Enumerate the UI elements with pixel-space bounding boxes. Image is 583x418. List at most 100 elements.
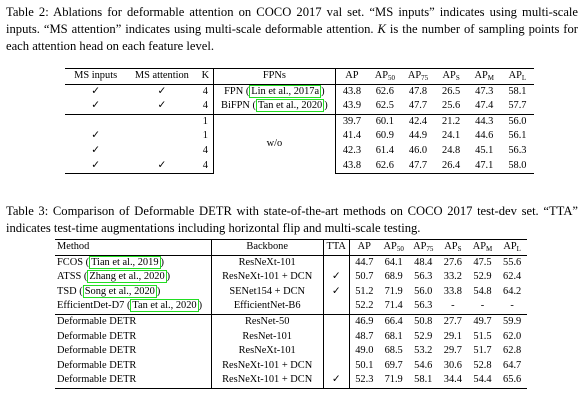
value-cell: 56.3 — [414, 300, 433, 312]
ms-inputs-cell: ✓ — [65, 158, 127, 175]
value-cell: 29.7 — [443, 345, 462, 357]
tta-cell: ✓ — [323, 270, 350, 285]
value-cell: 71.9 — [378, 373, 409, 389]
fpn-cell: FPN (Lin et al., 2017a) — [213, 84, 336, 100]
header-ap50: AP50 — [378, 239, 409, 256]
table3-label: Table 3: — [6, 204, 49, 218]
value-cell: 47.7 — [401, 158, 435, 175]
value-cell: 52.2 — [355, 300, 374, 312]
table2-header-row: MS inputs MS attention K FPNs AP AP50 AP… — [65, 68, 534, 85]
value-cell: 56.3 — [414, 271, 433, 283]
value-cell: 54.4 — [467, 373, 498, 389]
backbone-cell: ResNeXt-101 — [211, 344, 324, 359]
value-cell: 62.5 — [368, 99, 402, 115]
ms-inputs-cell: ✓ — [65, 99, 127, 115]
citation-link[interactable]: Lin et al., 2017a — [249, 84, 322, 98]
table3-caption-text: Comparison of Deformable DETR with state… — [6, 204, 579, 235]
table-row: TSD (Song et al., 2020) SENet154 + DCN ✓… — [55, 284, 527, 300]
citation-link[interactable]: Song et al., 2020 — [82, 284, 157, 298]
value-cell: 34.4 — [438, 373, 468, 389]
table-row: ✓ ✓ 4 43.8 62.6 47.7 26.4 47.1 58.0 — [65, 158, 534, 175]
value-cell: 49.0 — [355, 345, 374, 357]
k-cell: 1 — [197, 129, 215, 144]
ms-inputs-cell: ✓ — [91, 85, 100, 97]
tta-cell — [323, 344, 350, 359]
header-apl: APL — [500, 68, 534, 85]
ms-attention-cell — [126, 129, 197, 144]
table-row: 1 w/o 39.7 60.1 42.4 21.2 44.3 56.0 — [65, 114, 534, 174]
backbone-cell: ResNeXt-101 + DCN — [211, 270, 324, 285]
tta-cell — [323, 358, 350, 374]
value-cell: 25.6 — [434, 99, 468, 115]
k-cell: 4 — [197, 158, 215, 175]
value-cell: 69.7 — [384, 359, 403, 371]
value-cell: 27.7 — [438, 313, 468, 330]
value-cell: 56.0 — [508, 115, 527, 127]
backbone-cell: ResNeXt-101 + DCN — [211, 373, 324, 389]
value-cell: 46.9 — [349, 313, 379, 330]
k-cell: 4 — [197, 84, 215, 100]
table-row: Deformable DETR ResNet-50 46.9 66.4 50.8… — [55, 313, 527, 330]
value-cell: 52.3 — [349, 373, 379, 389]
value-cell: 26.5 — [442, 85, 461, 97]
value-cell: 46.0 — [408, 144, 428, 156]
header-aps: APS — [438, 239, 468, 256]
tta-cell — [323, 313, 350, 330]
backbone-cell: ResNet-101 — [211, 329, 324, 345]
value-cell: 52.9 — [414, 330, 433, 342]
value-cell: 43.9 — [335, 99, 369, 115]
value-cell: 21.2 — [442, 115, 461, 127]
value-cell: 44.9 — [408, 130, 428, 142]
backbone-cell: ResNet-50 — [211, 313, 324, 330]
backbone-cell: EfficientNet-B6 — [211, 299, 324, 315]
value-cell: 47.1 — [467, 158, 501, 175]
value-cell: 50.1 — [355, 359, 374, 371]
value-cell: 29.1 — [443, 330, 462, 342]
table-row: ✓ 4 42.3 61.4 46.0 24.8 45.1 56.3 — [65, 143, 534, 159]
ms-attention-cell: ✓ — [126, 158, 198, 175]
tta-cell — [323, 255, 350, 271]
value-cell: 44.7 — [355, 256, 374, 268]
header-k: K — [197, 68, 215, 85]
method-cell: EfficientDet-D7 (Tan et al., 2020) — [55, 299, 212, 315]
value-cell: 42.4 — [408, 115, 428, 127]
citation-link[interactable]: Tan et al., 2020 — [256, 99, 325, 113]
header-method: Method — [55, 239, 212, 256]
table3-header-row: Method Backbone TTA AP AP50 AP75 APS APM… — [55, 239, 527, 256]
fpn-group-cell: w/o — [213, 114, 336, 174]
value-cell: 61.4 — [375, 144, 394, 156]
ms-inputs-cell: ✓ — [91, 130, 100, 142]
value-cell: - — [480, 300, 485, 312]
citation-link[interactable]: Zhang et al., 2020 — [87, 270, 167, 284]
value-cell: 47.8 — [408, 85, 428, 97]
value-cell: 51.5 — [473, 330, 492, 342]
table2-caption-tail: is the number of sampling points for eac… — [6, 22, 578, 53]
backbone-cell: ResNeXt-101 + DCN — [211, 358, 324, 374]
value-cell: 44.6 — [475, 130, 494, 142]
tta-cell: ✓ — [323, 284, 350, 300]
value-cell: 68.1 — [384, 330, 403, 342]
value-cell: 51.2 — [355, 285, 374, 297]
table2-label: Table 2: — [6, 5, 49, 19]
value-cell: 43.8 — [342, 85, 362, 97]
header-aps: APS — [434, 68, 468, 85]
value-cell: 62.4 — [503, 271, 522, 283]
tta-cell — [323, 299, 350, 315]
value-cell: 41.4 — [342, 130, 362, 142]
method-cell: FCOS (Tian et al., 2019) — [55, 255, 212, 271]
value-cell: 50.8 — [408, 313, 439, 330]
ms-attention-cell — [126, 114, 197, 129]
table2: MS inputs MS attention K FPNs AP AP50 AP… — [65, 68, 534, 175]
method-cell: Deformable DETR — [55, 329, 212, 345]
value-cell: 62.8 — [503, 345, 522, 357]
method-cell: Deformable DETR — [55, 373, 212, 389]
citation-link[interactable]: Tian et al., 2019 — [89, 255, 161, 269]
value-cell: 26.4 — [434, 158, 468, 175]
header-ms-attention: MS attention — [126, 68, 198, 85]
value-cell: 48.7 — [355, 330, 374, 342]
value-cell: 51.7 — [473, 345, 492, 357]
header-tta: TTA — [323, 239, 350, 256]
method-cell: Deformable DETR — [55, 313, 212, 330]
citation-link[interactable]: Tan et al., 2020 — [130, 299, 199, 313]
value-cell: 45.1 — [475, 144, 494, 156]
